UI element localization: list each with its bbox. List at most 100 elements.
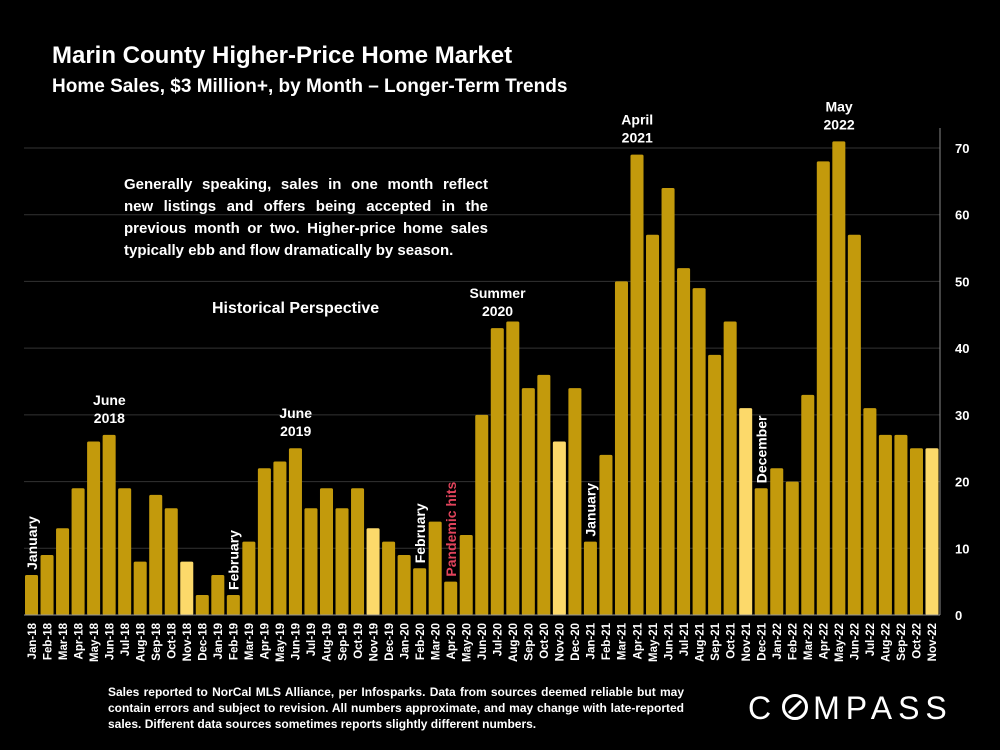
y-tick-label: 30 (955, 408, 969, 423)
bar (335, 508, 349, 615)
x-tick-label: Jan-21 (586, 622, 598, 659)
annotation-label-year: 2021 (622, 130, 653, 146)
annotation-label: April (621, 112, 653, 128)
bar (630, 154, 644, 615)
x-tick-label: Sep-22 (896, 623, 908, 661)
x-tick-label: Jan-22 (772, 623, 784, 659)
x-tick-label: Mar-20 (430, 623, 442, 660)
bar (537, 374, 551, 615)
bar (180, 561, 194, 615)
x-tick-label: Jun-19 (291, 623, 303, 660)
x-tick-label: Apr-22 (819, 623, 831, 659)
bar (475, 414, 489, 615)
bar (599, 454, 613, 615)
x-tick-label: Aug-22 (881, 623, 893, 662)
x-tick-label: Jul-18 (120, 622, 132, 656)
x-tick-label: Jul-22 (865, 623, 877, 656)
bar (521, 388, 535, 615)
x-tick-label: Feb-18 (42, 622, 54, 660)
bar (739, 408, 753, 615)
bar (413, 568, 427, 615)
bar (319, 488, 334, 615)
x-tick-label: Jun-20 (477, 623, 489, 660)
logo-text-start: C (748, 690, 778, 726)
annotation-label: January (583, 483, 599, 537)
bar (708, 354, 722, 615)
x-tick-label: Sep-18 (151, 622, 163, 660)
y-tick-label: 50 (955, 274, 969, 289)
x-tick-label: Jul-21 (679, 622, 691, 656)
x-tick-label: Jan-20 (399, 623, 411, 659)
x-tick-label: Jun-18 (104, 622, 116, 660)
x-tick-label: Nov-20 (555, 623, 567, 661)
bar (692, 288, 706, 615)
bar (785, 481, 799, 615)
x-tick-label: Feb-22 (788, 623, 800, 660)
bar (894, 434, 908, 615)
bar (71, 488, 85, 615)
bar (257, 468, 271, 615)
x-tick-label: Jul-19 (306, 623, 318, 656)
y-tick-label: 60 (955, 208, 969, 223)
bar (149, 494, 163, 615)
x-tick-label: Nov-22 (927, 623, 939, 661)
bar (56, 528, 70, 615)
annotation-label-year: 2022 (824, 116, 855, 132)
y-tick-label: 10 (955, 541, 969, 556)
bar (770, 468, 784, 615)
bar (661, 188, 675, 615)
x-tick-label: Nov-21 (741, 622, 753, 661)
x-tick-label: Aug-20 (508, 623, 520, 662)
bar (677, 268, 691, 615)
annotation-label: February (226, 530, 242, 590)
bar (226, 594, 240, 615)
bar (118, 488, 132, 615)
bar (87, 441, 101, 615)
annotation-label-year: 2020 (482, 303, 513, 319)
annotation-label: June (93, 392, 126, 408)
bar (428, 521, 442, 615)
x-tick-label: May-20 (461, 623, 473, 662)
x-tick-label: May-18 (89, 622, 101, 662)
x-tick-label: Mar-18 (58, 622, 70, 660)
y-tick-label: 0 (955, 608, 962, 623)
bar (863, 408, 877, 615)
bar (909, 448, 923, 615)
bar (583, 541, 597, 615)
x-tick-label: Aug-21 (694, 622, 706, 662)
x-tick-label: Jun-21 (663, 622, 675, 660)
logo-text-end: MPASS (813, 690, 953, 726)
x-tick-label: Apr-20 (446, 623, 458, 659)
annotation-label: January (24, 516, 40, 570)
x-tick-label: Jan-18 (27, 622, 39, 659)
bar (847, 234, 861, 615)
annotation-label: May (825, 98, 852, 114)
bar (288, 448, 302, 615)
bar (723, 321, 737, 615)
x-tick-label: Dec-20 (570, 623, 582, 661)
bar (382, 541, 396, 615)
bar (878, 434, 892, 615)
bar (242, 541, 256, 615)
x-tick-label: Feb-19 (229, 623, 241, 660)
y-tick-label: 40 (955, 341, 969, 356)
x-tick-label: Oct-20 (539, 623, 551, 659)
x-tick-label: Nov-19 (368, 623, 380, 661)
bar (40, 554, 54, 615)
bar (195, 594, 209, 615)
annotation-label-year: 2019 (280, 423, 311, 439)
annotation-label: December (753, 415, 769, 483)
chart-title: Marin County Higher-Price Home Market (52, 42, 513, 69)
annotation-label: Pandemic hits (443, 482, 459, 577)
historical-perspective-label: Historical Perspective (212, 300, 380, 317)
bar (133, 561, 147, 615)
x-tick-label: Dec-19 (384, 623, 396, 661)
x-tick-label: Oct-18 (166, 622, 178, 658)
x-tick-label: Aug-19 (322, 623, 334, 662)
x-tick-label: Jan-19 (213, 623, 225, 659)
bar (459, 534, 473, 615)
bar (801, 394, 815, 615)
bar (444, 581, 458, 615)
bar (304, 508, 318, 615)
